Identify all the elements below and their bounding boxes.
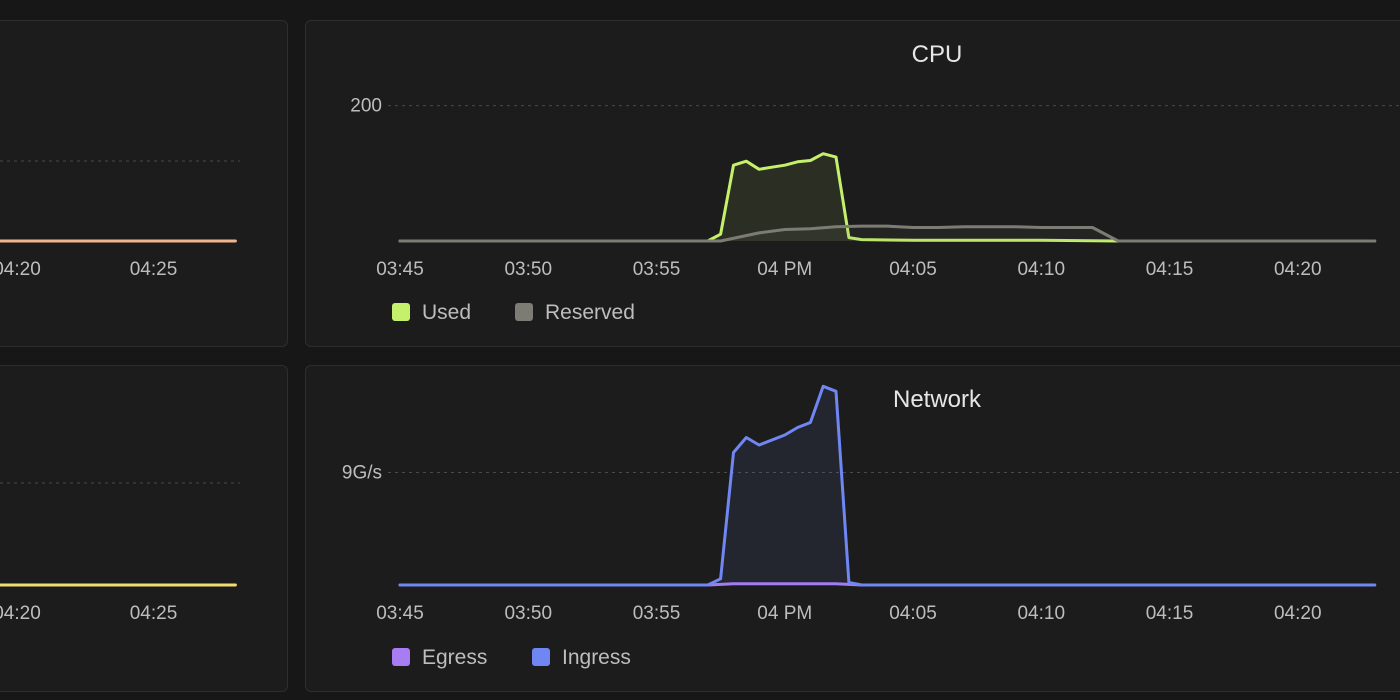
network-x-tick-label: 04 PM — [757, 603, 812, 624]
legend-swatch-reserved — [515, 303, 533, 321]
cpu-x-tick-label: 03:50 — [504, 259, 552, 280]
legend-label-used: Used — [422, 301, 471, 324]
network-x-tick-label: 04:20 — [1274, 603, 1322, 624]
left-bottom-chart-panel — [0, 365, 288, 692]
network-x-tick-label: 04:10 — [1017, 603, 1065, 624]
cpu-x-tick-label: 04:15 — [1146, 259, 1194, 280]
network-y-tick-label: 9G/s — [342, 463, 382, 484]
left-top-x-tick-label: 04:25 — [130, 259, 178, 280]
reserved-series-line — [398, 224, 1377, 243]
legend-label-reserved: Reserved — [545, 301, 635, 324]
network-x-tick-label: 03:45 — [376, 603, 424, 624]
reserved-series-area — [400, 226, 1375, 241]
left-bottom-x-tick-label: 04:20 — [0, 603, 41, 624]
network-chart-title: Network — [893, 386, 982, 413]
cpu-x-tick-label: 04:10 — [1017, 259, 1065, 280]
used-series-line — [398, 152, 1377, 243]
ingress-series-area — [400, 386, 1375, 585]
network-x-tick-label: 04:05 — [889, 603, 937, 624]
cpu-chart-panel — [305, 20, 1400, 347]
cpu-y-tick-label: 200 — [350, 96, 382, 117]
cpu-x-tick-label: 04 PM — [757, 259, 812, 280]
left-bottom-x-tick-label: 04:25 — [130, 603, 178, 624]
cpu-x-tick-label: 04:20 — [1274, 259, 1322, 280]
legend-swatch-used — [392, 303, 410, 321]
left-top-x-tick-label: 04:20 — [0, 259, 41, 280]
network-x-tick-label: 04:15 — [1146, 603, 1194, 624]
cpu-x-tick-label: 03:55 — [633, 259, 681, 280]
network-x-tick-label: 03:55 — [633, 603, 681, 624]
network-chart-panel — [305, 365, 1400, 692]
ingress-series-line — [398, 384, 1377, 587]
left-top-chart-panel — [0, 20, 288, 347]
network-x-tick-label: 03:50 — [504, 603, 552, 624]
legend-swatch-egress — [392, 648, 410, 666]
cpu-chart-title: CPU — [912, 41, 963, 68]
legend-label-ingress: Ingress — [562, 646, 631, 669]
cpu-x-tick-label: 04:05 — [889, 259, 937, 280]
legend-label-egress: Egress — [422, 646, 487, 669]
legend-swatch-ingress — [532, 648, 550, 666]
cpu-x-tick-label: 03:45 — [376, 259, 424, 280]
